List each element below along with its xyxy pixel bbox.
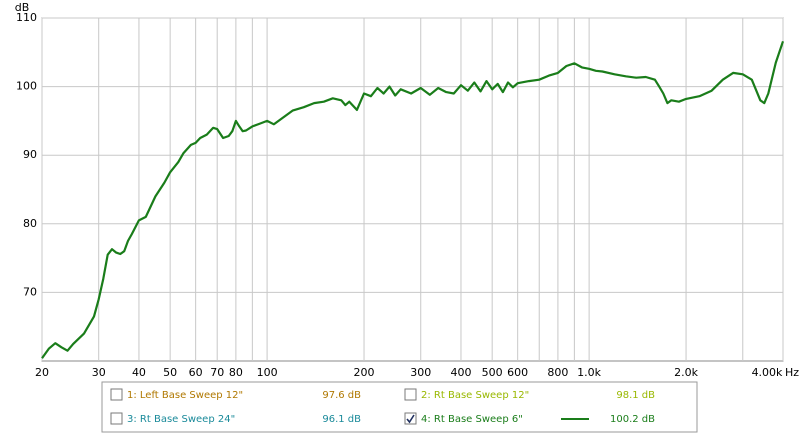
x-tick-label: 50 (163, 366, 177, 379)
y-tick-label: 70 (23, 285, 37, 298)
checkbox[interactable] (110, 412, 123, 425)
x-tick-label: 800 (547, 366, 568, 379)
legend-reading: 96.1 dB (322, 414, 361, 425)
x-unit: Hz (785, 366, 799, 379)
x-tick-label: 600 (507, 366, 528, 379)
legend-reading: 97.6 dB (322, 390, 361, 401)
x-tick-label: 30 (92, 366, 106, 379)
legend-reading: 98.1 dB (616, 390, 655, 401)
legend-label: 3: Rt Base Sweep 24" (127, 414, 235, 425)
x-tick-label: 40 (132, 366, 146, 379)
x-tick-label: 500 (482, 366, 503, 379)
plot-area (41, 17, 784, 362)
x-tick-label: 4.00k (752, 366, 783, 379)
x-tick-label: 400 (450, 366, 471, 379)
legend-label: 4: Rt Base Sweep 6" (421, 414, 523, 425)
y-tick-label: 80 (23, 217, 37, 230)
x-tick-label: 200 (354, 366, 375, 379)
checkbox[interactable] (404, 412, 417, 425)
y-tick-label: 100 (16, 80, 37, 93)
x-tick-label: 100 (257, 366, 278, 379)
y-tick-label: 90 (23, 148, 37, 161)
checkmark (406, 414, 415, 424)
x-tick-label: 80 (229, 366, 243, 379)
x-tick-label: 2.0k (674, 366, 698, 379)
x-tick-label: 1.0k (577, 366, 601, 379)
checkbox[interactable] (404, 388, 417, 401)
x-tick-label: 70 (210, 366, 224, 379)
checkbox[interactable] (110, 388, 123, 401)
x-tick-label: 300 (410, 366, 431, 379)
x-tick-label: 60 (189, 366, 203, 379)
y-unit: dB (15, 1, 30, 14)
y-tick-label: 110 (16, 11, 37, 24)
legend-label: 2: Rt Base Sweep 12" (421, 390, 529, 401)
series-line (41, 40, 785, 359)
legend (101, 381, 698, 433)
legend-reading: 100.2 dB (610, 414, 655, 425)
x-tick-label: 20 (35, 366, 49, 379)
legend-label: 1: Left Base Sweep 12" (127, 390, 243, 401)
